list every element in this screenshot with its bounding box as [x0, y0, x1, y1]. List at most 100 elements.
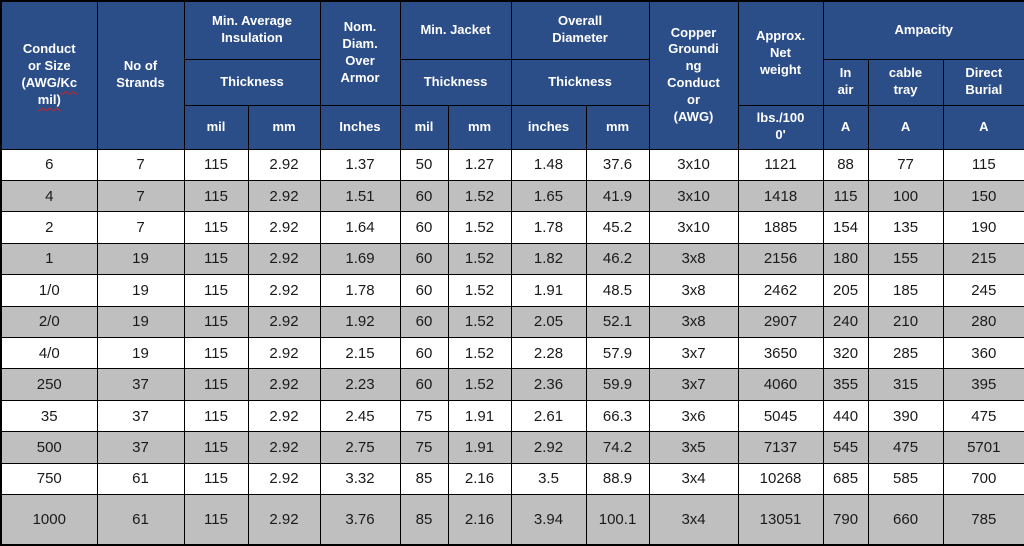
table-cell: 1/0 [0, 274, 98, 307]
table-cell: 60 [399, 211, 449, 244]
table-cell: 2.05 [510, 305, 587, 339]
table-cell: 2 [0, 211, 98, 244]
table-cell: 190 [942, 211, 1024, 244]
table-cell: 245 [942, 274, 1024, 307]
table-cell: 210 [867, 305, 944, 339]
table-cell: 1.91 [447, 431, 512, 464]
table-cell: 60 [399, 274, 449, 307]
table-cell: 115 [183, 179, 249, 213]
header-min-avg-insulation: Min. Average Insulation [183, 0, 321, 60]
table-cell: 50 [399, 148, 449, 181]
table-cell: 150 [942, 179, 1024, 213]
header-row-1: Conduct or Size (AWG/Kc mil) No of Strands … [0, 0, 1024, 150]
header-cable-tray: cable tray [867, 58, 944, 106]
table-cell: 3x6 [648, 399, 739, 433]
table-cell: 2.92 [247, 368, 321, 401]
table-cell: 60 [399, 179, 449, 213]
table-cell: 5701 [942, 431, 1024, 464]
table-cell: 115 [183, 494, 249, 546]
table-cell: 45.2 [585, 211, 650, 244]
table-row: 1000 61 115 2.92 3.76 85 2.16 3.94 100.1 3x4 13051… [0, 494, 1024, 546]
table-cell: 3.76 [319, 494, 401, 546]
table-cell: 66.3 [585, 399, 650, 433]
table-body: 6 7 115 2.92 1.37 50 1.27 1.48 37.6 3x10 1121 88 77 1… [0, 148, 1024, 546]
table-cell: 2.75 [319, 431, 401, 464]
table-cell: 1000 [0, 494, 98, 546]
table-cell: 1.82 [510, 242, 587, 276]
table-cell: 46.2 [585, 242, 650, 276]
table-cell: 3x8 [648, 305, 739, 339]
table-cell: 1.91 [510, 274, 587, 307]
table-cell: 205 [822, 274, 869, 307]
table-cell: 2.61 [510, 399, 587, 433]
table-cell: 59.9 [585, 368, 650, 401]
table-cell: 77 [867, 148, 944, 181]
header-unit-mil-jacket: mil [399, 104, 449, 150]
table-header: Conduct or Size (AWG/Kc mil) No of Strands … [0, 0, 1024, 150]
table-cell: 180 [822, 242, 869, 276]
table-cell: 3x7 [648, 368, 739, 401]
table-cell: 240 [822, 305, 869, 339]
table-cell: 75 [399, 431, 449, 464]
table-cell: 19 [96, 305, 185, 339]
table-row: 6 7 115 2.92 1.37 50 1.27 1.48 37.6 3x10 1121 88 77 1… [0, 148, 1024, 181]
table-cell: 7 [96, 211, 185, 244]
table-row: 2 7 115 2.92 1.64 60 1.52 1.78 45.2 3x10 1885 154 13… [0, 211, 1024, 244]
table-cell: 7 [96, 179, 185, 213]
header-conductor-size: Conduct or Size (AWG/Kc mil) [0, 0, 98, 150]
table-cell: 19 [96, 274, 185, 307]
table-cell: 74.2 [585, 431, 650, 464]
table-cell: 10268 [737, 462, 824, 496]
table-row: 4/0 19 115 2.92 2.15 60 1.52 2.28 57.9 3x7 3650 320… [0, 337, 1024, 370]
table-cell: 700 [942, 462, 1024, 496]
table-cell: 115 [183, 337, 249, 370]
table-cell: 2.28 [510, 337, 587, 370]
table-cell: 1121 [737, 148, 824, 181]
table-cell: 115 [183, 211, 249, 244]
table-cell: 35 [0, 399, 98, 433]
header-unit-mm-jacket: mm [447, 104, 512, 150]
table-cell: 60 [399, 337, 449, 370]
table-cell: 4060 [737, 368, 824, 401]
table-cell: 48.5 [585, 274, 650, 307]
table-cell: 1.52 [447, 368, 512, 401]
table-cell: 1.91 [447, 399, 512, 433]
header-unit-mil-insulation: mil [183, 104, 249, 150]
table-cell: 115 [822, 179, 869, 213]
table-cell: 115 [183, 462, 249, 496]
table-cell: 3x8 [648, 274, 739, 307]
header-unit-mm-insulation: mm [247, 104, 321, 150]
table-cell: 2.16 [447, 462, 512, 496]
table-cell: 2.92 [247, 305, 321, 339]
header-direct-burial: Direct Burial [942, 58, 1024, 106]
table-cell: 2.92 [247, 337, 321, 370]
table-row: 250 37 115 2.92 2.23 60 1.52 2.36 59.9 3x7 4060 355… [0, 368, 1024, 401]
header-unit-amp-air: A [822, 104, 869, 150]
table-cell: 785 [942, 494, 1024, 546]
table-cell: 185 [867, 274, 944, 307]
table-cell: 19 [96, 242, 185, 276]
table-row: 2/0 19 115 2.92 1.92 60 1.52 2.05 52.1 3x8 2907 240… [0, 305, 1024, 339]
table-cell: 1.37 [319, 148, 401, 181]
table-row: 750 61 115 2.92 3.32 85 2.16 3.5 88.9 3x4 10268 685… [0, 462, 1024, 496]
table-row: 35 37 115 2.92 2.45 75 1.91 2.61 66.3 3x6 5045 440 3… [0, 399, 1024, 433]
table-cell: 1.52 [447, 211, 512, 244]
table-cell: 37 [96, 399, 185, 433]
table-cell: 41.9 [585, 179, 650, 213]
header-insulation-thickness: Thickness [183, 58, 321, 106]
table-cell: 285 [867, 337, 944, 370]
table-cell: 115 [183, 431, 249, 464]
table-cell: 1.92 [319, 305, 401, 339]
table-row: 500 37 115 2.92 2.75 75 1.91 2.92 74.2 3x5 7137 545… [0, 431, 1024, 464]
table-cell: 2.92 [247, 211, 321, 244]
table-cell: 75 [399, 399, 449, 433]
header-overall-diameter: Overall Diameter [510, 0, 650, 60]
table-cell: 3x4 [648, 494, 739, 546]
table-cell: 1.52 [447, 337, 512, 370]
table-cell: 61 [96, 462, 185, 496]
table-cell: 115 [183, 305, 249, 339]
table-cell: 215 [942, 242, 1024, 276]
table-cell: 2.92 [247, 399, 321, 433]
table-cell: 3.94 [510, 494, 587, 546]
